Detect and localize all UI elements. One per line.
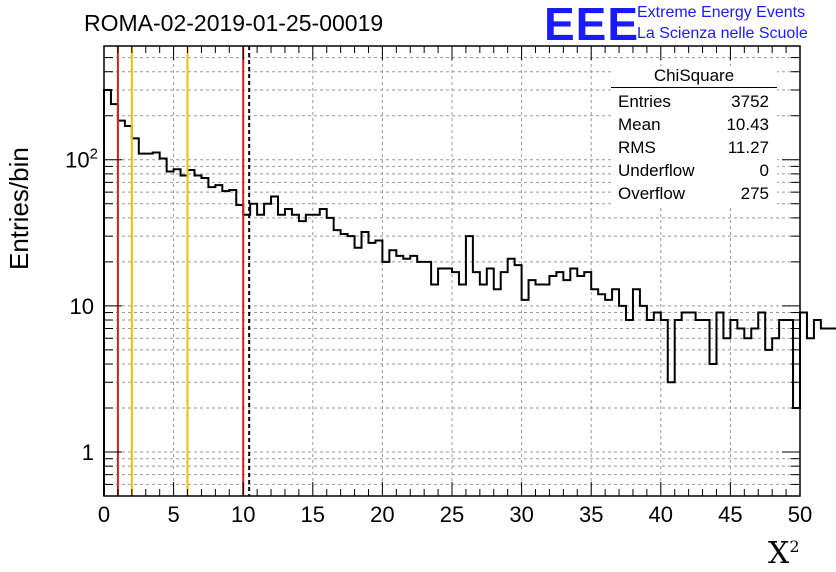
x-axis-label-base: X xyxy=(768,536,790,571)
x-tick-label: 35 xyxy=(579,502,603,527)
x-tick-label: 30 xyxy=(509,502,533,527)
eee-logo: EEE xyxy=(544,0,640,50)
stats-row-underflow: Underflow 0 xyxy=(611,159,777,182)
x-tick-label: 20 xyxy=(370,502,394,527)
x-tick-label: 45 xyxy=(718,502,742,527)
x-tick-label: 15 xyxy=(301,502,325,527)
logo-caption-line1: Extreme Energy Events xyxy=(637,4,806,21)
stats-row-overflow: Overflow 275 xyxy=(611,182,777,205)
stats-title: ChiSquare xyxy=(611,66,777,88)
stats-label: Entries xyxy=(618,92,671,111)
y-tick-label: 1 xyxy=(82,440,94,465)
stats-box: ChiSquare Entries 3752 Mean 10.43 RMS 11.27… xyxy=(611,66,777,205)
stats-label: Mean xyxy=(618,115,661,134)
stats-value: 0 xyxy=(759,161,769,180)
x-axis-label: X2 xyxy=(768,536,800,571)
stats-row-entries: Entries 3752 xyxy=(611,90,777,113)
x-tick-label: 10 xyxy=(231,502,255,527)
eee-logo-caption: Extreme Energy Events La Scienza nelle S… xyxy=(637,2,808,44)
y-tick-label: 102 xyxy=(65,146,98,173)
x-tick-label: 25 xyxy=(440,502,464,527)
x-tick-label: 0 xyxy=(98,502,110,527)
x-tick-label: 50 xyxy=(788,502,812,527)
x-tick-label: 5 xyxy=(167,502,179,527)
stats-label: Underflow xyxy=(618,161,695,180)
stats-label: Overflow xyxy=(618,184,686,203)
stats-value: 10.43 xyxy=(726,115,769,134)
x-tick-label: 40 xyxy=(649,502,673,527)
run-title: ROMA-02-2019-01-25-00019 xyxy=(84,10,384,36)
stats-value: 275 xyxy=(740,184,769,203)
stats-value: 3752 xyxy=(731,92,769,111)
y-tick-label: 10 xyxy=(70,294,94,319)
stats-row-rms: RMS 11.27 xyxy=(611,136,777,159)
logo-caption-line2: La Scienza nelle Scuole xyxy=(637,25,808,42)
stats-value: 11.27 xyxy=(727,138,769,157)
x-axis-label-sup: 2 xyxy=(789,537,800,556)
stats-label: RMS xyxy=(618,138,656,157)
stats-row-mean: Mean 10.43 xyxy=(611,113,777,136)
